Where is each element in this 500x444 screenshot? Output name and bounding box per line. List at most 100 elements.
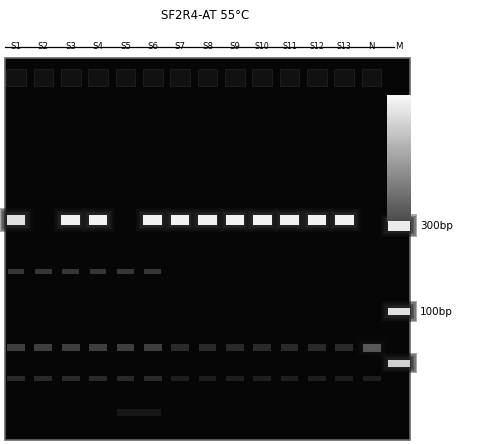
Bar <box>363 376 380 381</box>
Bar <box>387 146 411 148</box>
Text: S11: S11 <box>282 42 297 51</box>
Bar <box>58 212 83 228</box>
Bar <box>387 119 411 121</box>
Bar <box>363 344 380 352</box>
Bar <box>252 69 272 86</box>
Bar <box>363 344 380 352</box>
Bar <box>84 210 112 230</box>
Bar <box>144 214 162 226</box>
Bar <box>387 207 411 209</box>
Bar <box>196 213 218 227</box>
Bar <box>139 210 166 230</box>
Bar <box>116 345 134 351</box>
Bar <box>87 213 109 227</box>
Bar <box>62 345 80 351</box>
Bar <box>276 210 303 230</box>
Bar <box>82 209 114 231</box>
Bar <box>280 214 299 226</box>
Bar <box>387 169 411 171</box>
Bar <box>116 376 134 381</box>
Bar <box>387 95 411 98</box>
Bar <box>387 121 411 123</box>
Bar <box>332 212 356 228</box>
Bar <box>387 135 411 138</box>
Bar <box>253 214 272 226</box>
Text: S10: S10 <box>255 42 270 51</box>
Bar <box>387 196 411 199</box>
Bar <box>387 211 411 214</box>
Bar <box>385 218 413 233</box>
Bar <box>387 154 411 157</box>
Text: S3: S3 <box>65 42 76 51</box>
Bar <box>247 209 278 231</box>
Bar <box>387 213 411 216</box>
Bar <box>225 69 244 86</box>
Bar <box>136 208 170 232</box>
Bar <box>387 142 411 144</box>
Bar <box>357 338 386 357</box>
Bar <box>226 214 244 226</box>
Bar <box>144 269 161 274</box>
Bar <box>387 144 411 147</box>
Bar <box>88 214 108 226</box>
Bar <box>81 208 115 232</box>
Bar <box>54 208 88 232</box>
Text: 300bp: 300bp <box>420 221 453 231</box>
Bar <box>387 217 411 220</box>
Bar <box>6 69 26 86</box>
Bar <box>144 214 162 226</box>
Bar <box>143 69 163 86</box>
Bar <box>198 376 216 381</box>
Bar <box>226 376 244 381</box>
Bar <box>384 217 414 234</box>
Bar <box>220 209 250 231</box>
Bar <box>362 342 382 353</box>
Bar <box>387 194 411 197</box>
Bar <box>190 208 224 232</box>
Bar <box>168 212 192 228</box>
Bar <box>384 356 414 371</box>
Bar <box>171 214 190 226</box>
Bar <box>272 208 306 232</box>
Bar <box>198 345 216 351</box>
Bar <box>387 112 411 115</box>
Bar <box>198 214 217 226</box>
Bar <box>387 192 411 194</box>
Bar <box>387 150 411 153</box>
Bar <box>303 210 331 230</box>
Bar <box>387 116 411 119</box>
Text: S5: S5 <box>120 42 131 51</box>
Bar <box>387 215 411 218</box>
Bar <box>221 210 248 230</box>
Bar <box>307 69 327 86</box>
Bar <box>116 69 136 86</box>
Bar <box>336 376 353 381</box>
Bar <box>380 214 418 237</box>
Bar <box>387 202 411 205</box>
Bar <box>387 205 411 207</box>
Bar <box>4 212 28 228</box>
Bar <box>386 358 411 368</box>
Text: S13: S13 <box>337 42 351 51</box>
Bar <box>62 376 80 381</box>
Text: N: N <box>368 42 375 51</box>
Bar <box>387 139 411 142</box>
Bar <box>308 214 326 226</box>
Bar <box>198 69 218 86</box>
Bar <box>388 360 410 367</box>
Bar <box>195 212 220 228</box>
Text: 100bp: 100bp <box>420 307 453 317</box>
Bar <box>387 110 411 113</box>
Bar <box>86 212 110 228</box>
Bar <box>387 148 411 151</box>
Bar <box>387 123 411 125</box>
Bar <box>62 214 80 226</box>
Bar <box>89 376 107 381</box>
Bar <box>362 69 382 86</box>
Bar <box>308 214 326 226</box>
Bar <box>387 198 411 201</box>
Bar <box>7 345 25 351</box>
Bar <box>306 213 328 227</box>
Bar <box>387 127 411 130</box>
Bar <box>144 376 162 381</box>
